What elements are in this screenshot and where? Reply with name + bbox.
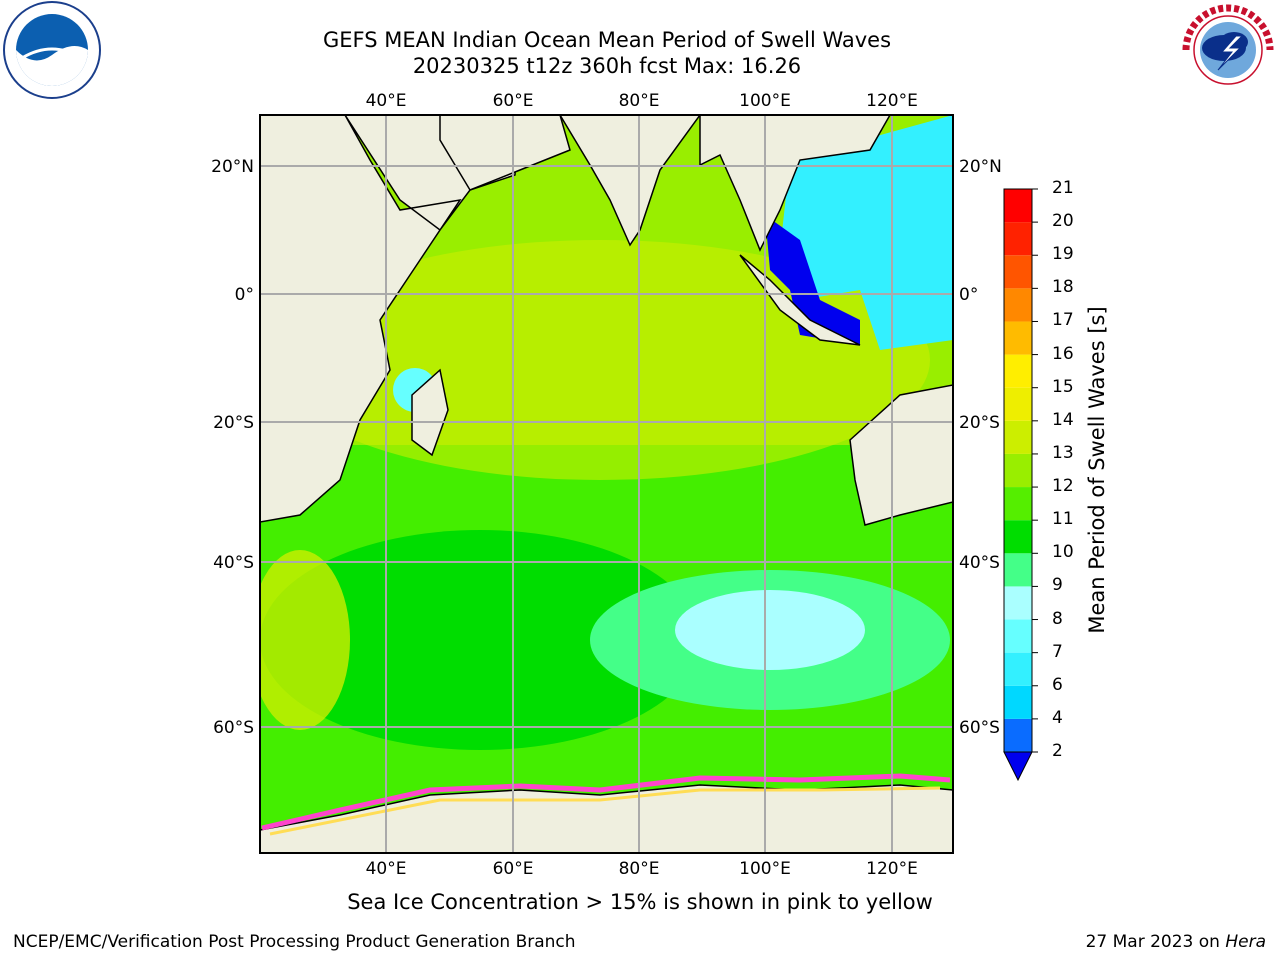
colorbar-frame bbox=[1003, 188, 1033, 753]
colorbar-tick-label: 11 bbox=[1052, 509, 1074, 530]
south-china-sea bbox=[780, 115, 953, 350]
colorbar-tick-label: 7 bbox=[1052, 641, 1063, 662]
colorbar-segment bbox=[1004, 520, 1032, 554]
colorbar-segment bbox=[1004, 586, 1032, 620]
lat-label-left: 20°N bbox=[211, 157, 254, 177]
colorbar-tick-label: 17 bbox=[1052, 310, 1074, 331]
colorbar-tick-label: 14 bbox=[1052, 409, 1074, 430]
footer-credit: NCEP/EMC/Verification Post Processing Pr… bbox=[13, 932, 576, 952]
lon-label-top: 80°E bbox=[619, 91, 660, 111]
java-sea bbox=[765, 215, 860, 345]
colorbar-segment bbox=[1004, 718, 1032, 752]
colorbar-tick-label: 20 bbox=[1052, 211, 1074, 232]
madagascar-land bbox=[411, 368, 449, 457]
colorbar-segment bbox=[1004, 652, 1032, 686]
colorbar-segment bbox=[1004, 354, 1032, 388]
australia-land bbox=[849, 384, 953, 526]
arabia-land bbox=[439, 115, 571, 191]
colorbar-segment bbox=[1004, 553, 1032, 587]
footer-date-text: 27 Mar 2023 on bbox=[1085, 932, 1220, 952]
chart-title: GEFS MEAN Indian Ocean Mean Period of Sw… bbox=[322, 28, 892, 52]
period-band-13s-south bbox=[260, 550, 350, 730]
noaa-logo bbox=[3, 1, 101, 99]
chart-subtitle: 20230325 t12z 360h fcst Max: 16.26 bbox=[412, 54, 802, 78]
colorbar-tick-label: 8 bbox=[1052, 608, 1063, 629]
lat-label-left: 40°S bbox=[213, 553, 254, 573]
colorbar-segment bbox=[1004, 255, 1032, 289]
colorbar-segment bbox=[1004, 387, 1032, 421]
lat-label-left: 20°S bbox=[213, 413, 254, 433]
lon-label-top: 120°E bbox=[866, 91, 918, 111]
colorbar-tick-label: 2 bbox=[1052, 741, 1063, 761]
colorbar-tick-label: 9 bbox=[1052, 575, 1063, 596]
lat-label-right: 20°N bbox=[959, 157, 1002, 177]
colorbar bbox=[1003, 188, 1038, 782]
colorbar-tick-label: 18 bbox=[1052, 277, 1074, 298]
india-land bbox=[559, 115, 701, 247]
colorbar-tick-label: 15 bbox=[1052, 376, 1074, 397]
colorbar-segment bbox=[1004, 222, 1032, 256]
lon-label-bottom: 40°E bbox=[366, 859, 407, 879]
colorbar-segment bbox=[1004, 321, 1032, 355]
lon-label-bottom: 100°E bbox=[739, 859, 791, 879]
lat-label-left: 0° bbox=[235, 285, 254, 305]
colorbar-tick-label: 12 bbox=[1052, 476, 1074, 497]
lon-label-bottom: 80°E bbox=[619, 859, 660, 879]
period-band-10s bbox=[260, 530, 700, 750]
colorbar-segment bbox=[1004, 453, 1032, 488]
colorbar-tick-label: 4 bbox=[1052, 707, 1063, 728]
sea-ice-note: Sea Ice Concentration > 15% is shown in … bbox=[347, 890, 933, 914]
lon-label-bottom: 60°E bbox=[493, 859, 534, 879]
sea-ice-edge-yellow bbox=[269, 786, 941, 836]
lon-label-bottom: 120°E bbox=[866, 859, 918, 879]
lat-label-right: 20°S bbox=[959, 413, 1000, 433]
lat-label-left: 60°S bbox=[213, 718, 254, 738]
lat-label-right: 60°S bbox=[959, 718, 1000, 738]
colorbar-segment bbox=[1004, 420, 1032, 454]
sumatra-land bbox=[739, 254, 861, 346]
indochina-land bbox=[699, 115, 891, 252]
colorbar-tick-label: 19 bbox=[1052, 244, 1074, 265]
lat-label-right: 40°S bbox=[959, 553, 1000, 573]
period-band-8s bbox=[675, 590, 865, 670]
map-frame bbox=[259, 114, 954, 854]
colorbar-tick-label: 13 bbox=[1052, 442, 1074, 463]
lat-label-right: 0° bbox=[959, 285, 978, 305]
sea-ice-edge bbox=[261, 773, 951, 831]
nws-logo bbox=[1180, 2, 1276, 98]
colorbar-segment bbox=[1004, 288, 1032, 322]
colorbar-segment bbox=[1004, 619, 1032, 653]
colorbar-tick-label: 21 bbox=[1052, 178, 1074, 198]
colorbar-title: Mean Period of Swell Waves [s] bbox=[1085, 306, 1109, 634]
colorbar-tick-label: 10 bbox=[1052, 542, 1074, 563]
colorbar-tick-label: 6 bbox=[1052, 674, 1063, 695]
lon-label-top: 40°E bbox=[366, 91, 407, 111]
colorbar-segment bbox=[1004, 189, 1032, 223]
footer-host: Hera bbox=[1225, 932, 1266, 952]
footer-date: 27 Mar 2023 on Hera bbox=[1086, 932, 1266, 952]
colorbar-segment bbox=[1004, 685, 1032, 719]
lon-label-top: 100°E bbox=[739, 91, 791, 111]
colorbar-tick-label: 16 bbox=[1052, 343, 1074, 364]
colorbar-segment bbox=[1004, 487, 1032, 521]
colorbar-extend-arrow bbox=[1003, 751, 1033, 782]
lon-label-top: 60°E bbox=[493, 91, 534, 111]
